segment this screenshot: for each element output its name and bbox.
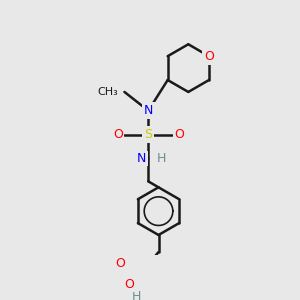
- Text: N: N: [137, 152, 147, 165]
- Text: O: O: [204, 50, 214, 63]
- Text: N: N: [144, 104, 153, 117]
- Text: O: O: [124, 278, 134, 291]
- Text: H: H: [132, 290, 141, 300]
- Text: O: O: [113, 128, 123, 141]
- Text: CH₃: CH₃: [97, 87, 118, 97]
- Text: O: O: [116, 257, 125, 270]
- Text: S: S: [144, 128, 152, 141]
- Text: O: O: [174, 128, 184, 141]
- Text: H: H: [157, 152, 166, 165]
